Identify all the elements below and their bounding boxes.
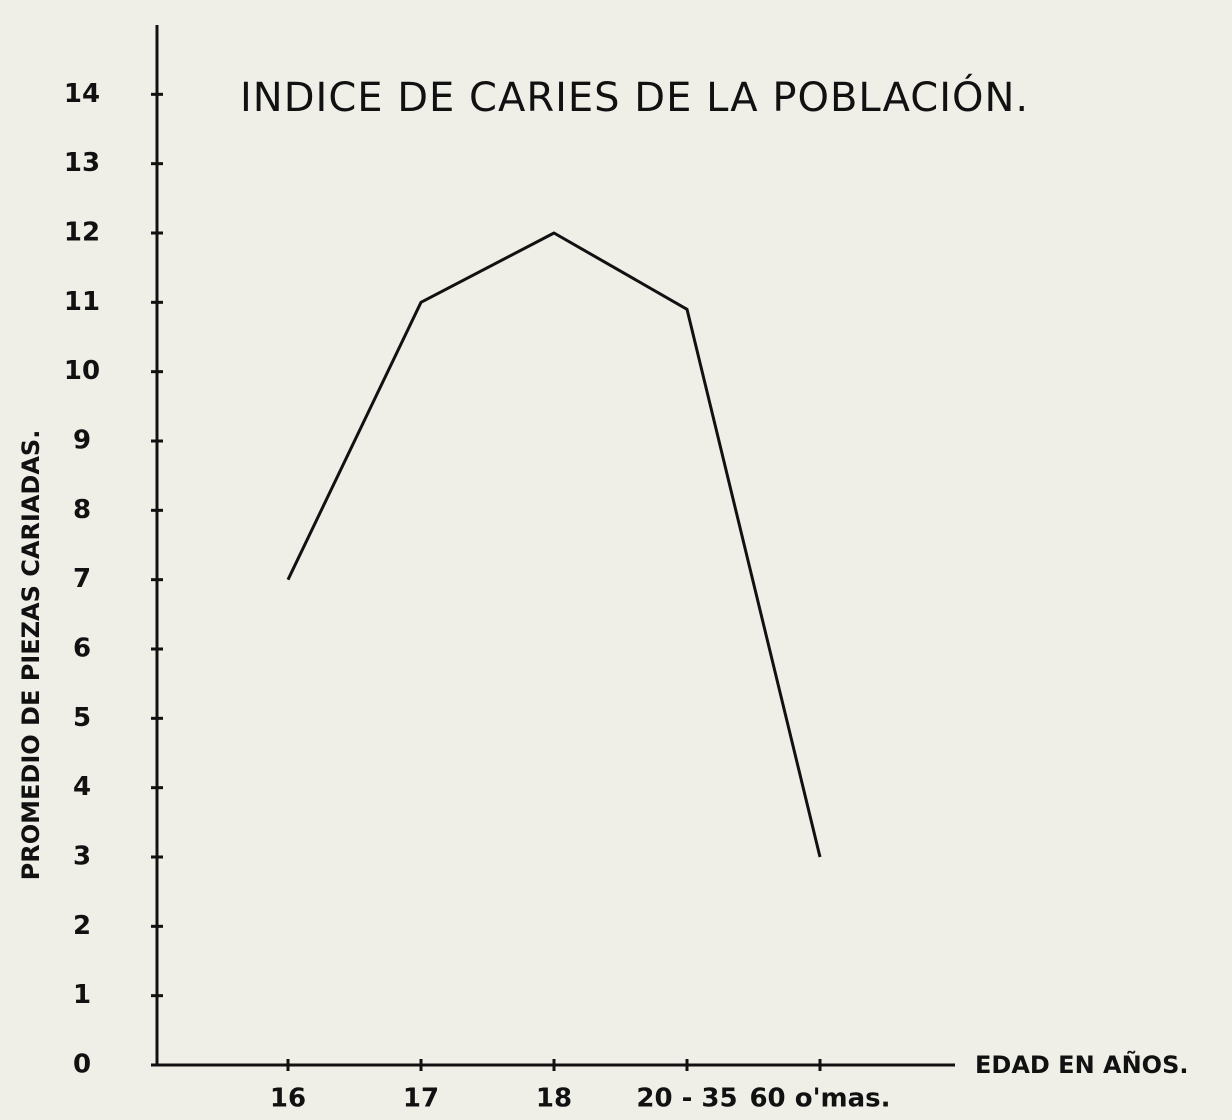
y-tick-label: 8 bbox=[73, 495, 91, 525]
x-axis-label: EDAD EN AÑOS. bbox=[975, 1050, 1188, 1079]
y-tick-label: 12 bbox=[64, 218, 100, 248]
y-tick-label: 14 bbox=[64, 79, 100, 109]
y-tick-label: 6 bbox=[73, 634, 91, 664]
x-tick-label: 18 bbox=[536, 1084, 572, 1114]
x-tick-label: 16 bbox=[270, 1084, 306, 1114]
y-tick-label: 13 bbox=[64, 148, 100, 178]
x-tick-label: 20 - 35 bbox=[636, 1084, 737, 1114]
chart-title: INDICE DE CARIES DE LA POBLACIÓN. bbox=[240, 73, 1029, 121]
y-tick-label: 5 bbox=[73, 703, 91, 733]
y-tick-label: 3 bbox=[73, 842, 91, 872]
x-tick-label: 60 o'mas. bbox=[749, 1084, 890, 1114]
y-tick-label: 1 bbox=[73, 980, 91, 1010]
y-tick-label: 4 bbox=[73, 772, 91, 802]
x-tick-label: 17 bbox=[403, 1084, 439, 1114]
y-tick-label: 0 bbox=[73, 1050, 91, 1080]
y-tick-label: 10 bbox=[64, 356, 100, 386]
y-tick-label: 9 bbox=[73, 426, 91, 456]
y-tick-label: 11 bbox=[64, 287, 100, 317]
y-axis-label: PROMEDIO DE PIEZAS CARIADAS. bbox=[17, 430, 45, 881]
y-tick-label: 7 bbox=[73, 564, 91, 594]
data-line bbox=[286, 231, 822, 858]
y-tick-label: 2 bbox=[73, 911, 91, 941]
